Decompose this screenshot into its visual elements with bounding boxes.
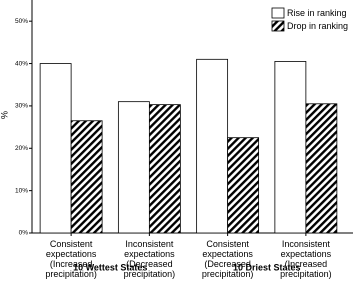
legend-label: Rise in ranking [287, 8, 347, 18]
legend-label: Drop in ranking [287, 21, 348, 31]
y-tick-label: 20% [15, 145, 28, 152]
bar [227, 137, 260, 234]
y-tick-label: 10% [15, 187, 28, 194]
bar [196, 58, 229, 234]
legend-box [272, 4, 350, 34]
group-label: 10 Wettest States [73, 262, 147, 272]
x-tick-label: Inconsistent expectations (Increased precip… [280, 239, 332, 279]
bar [274, 61, 307, 234]
group-label: 10 Driest States [233, 262, 301, 272]
bar [70, 120, 103, 234]
bar [148, 104, 181, 234]
bar [305, 103, 338, 234]
y-tick-label: 40% [15, 60, 28, 67]
x-tick-label: Inconsistent expectations (Decreased precip… [124, 239, 176, 279]
y-tick-label: 0% [19, 230, 29, 237]
bar [39, 63, 72, 234]
y-axis-label: % [0, 111, 9, 119]
y-tick-label: 50% [15, 18, 28, 25]
x-tick-label: Consistent expectations (Decreased precipit… [202, 239, 254, 279]
legend-swatch [271, 20, 285, 32]
y-tick-label: 30% [15, 103, 28, 110]
bar [117, 101, 150, 234]
x-tick-label: Consistent expectations (Increased precipit… [45, 239, 97, 279]
legend-swatch [271, 7, 285, 19]
